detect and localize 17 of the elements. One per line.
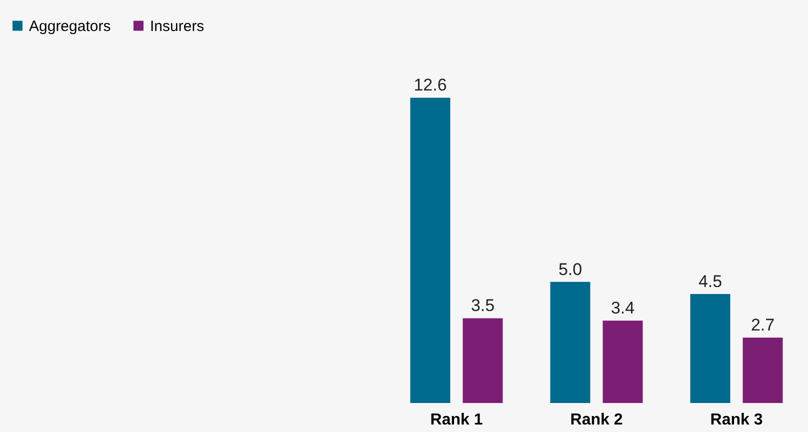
data-label: 5.0 xyxy=(558,260,582,279)
data-label: 3.4 xyxy=(610,298,635,318)
data-label: 3.5 xyxy=(470,296,495,316)
data-label: 4.5 xyxy=(698,272,722,291)
bar xyxy=(550,282,590,403)
legend-label: Insurers xyxy=(150,18,204,35)
bar xyxy=(602,320,643,403)
data-label: 12.6 xyxy=(414,76,447,95)
bar xyxy=(690,294,730,403)
bar xyxy=(742,338,783,403)
bar xyxy=(410,98,450,403)
x-tick-label: Rank 2 xyxy=(570,412,623,428)
x-tick-label: Rank 3 xyxy=(710,412,763,428)
bar xyxy=(462,318,503,403)
legend-label: Aggregators xyxy=(29,18,111,35)
data-label: 2.7 xyxy=(750,316,775,335)
x-tick-label: Rank 1 xyxy=(430,412,483,428)
